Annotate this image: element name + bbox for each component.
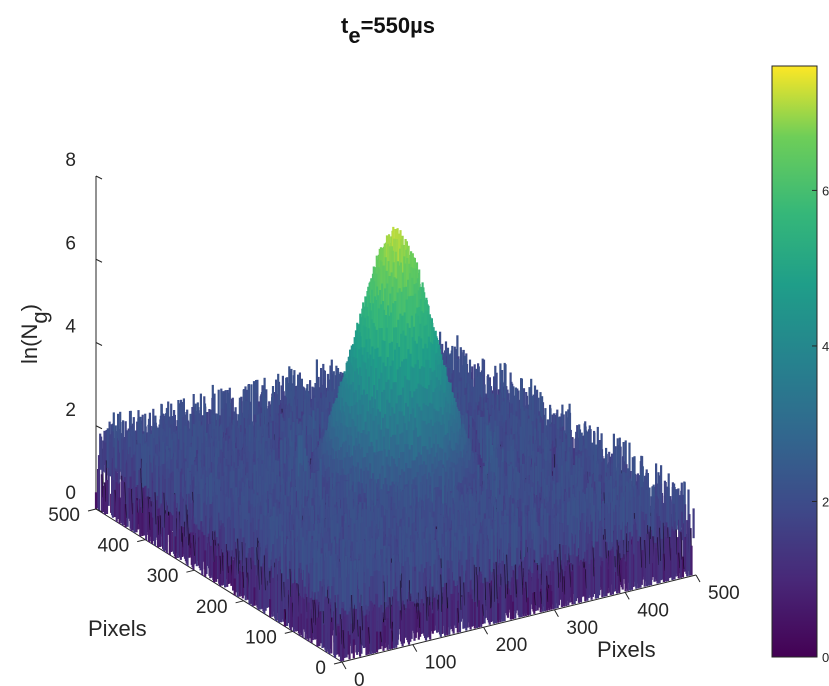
surface-mesh bbox=[94, 226, 695, 662]
surface-edge bbox=[125, 504, 127, 519]
title-rest: =550µs bbox=[361, 13, 435, 38]
surface-edge bbox=[104, 482, 107, 502]
z-label-close: ) bbox=[17, 304, 42, 311]
z-label-sub: g bbox=[27, 311, 52, 323]
surface-edge bbox=[131, 488, 133, 515]
x-axis-line bbox=[341, 574, 697, 663]
surface-edge bbox=[163, 492, 166, 528]
chart-title: te=550µs bbox=[341, 13, 435, 48]
surface-edge bbox=[159, 515, 162, 535]
z-label-main: ln(N bbox=[17, 324, 42, 364]
surface-edge bbox=[148, 511, 151, 531]
surface-edge bbox=[157, 516, 160, 536]
x-axis-label: Pixels bbox=[597, 637, 656, 662]
title-sub: e bbox=[348, 23, 360, 48]
surface-edge bbox=[101, 474, 104, 498]
surface-edge bbox=[154, 492, 157, 525]
y-axis-label: Pixels bbox=[88, 616, 147, 641]
surface-edge bbox=[124, 482, 126, 508]
z-axis-label: ln(Ng) bbox=[17, 304, 52, 364]
title-main: t bbox=[341, 13, 349, 38]
surface-edge bbox=[141, 482, 143, 514]
